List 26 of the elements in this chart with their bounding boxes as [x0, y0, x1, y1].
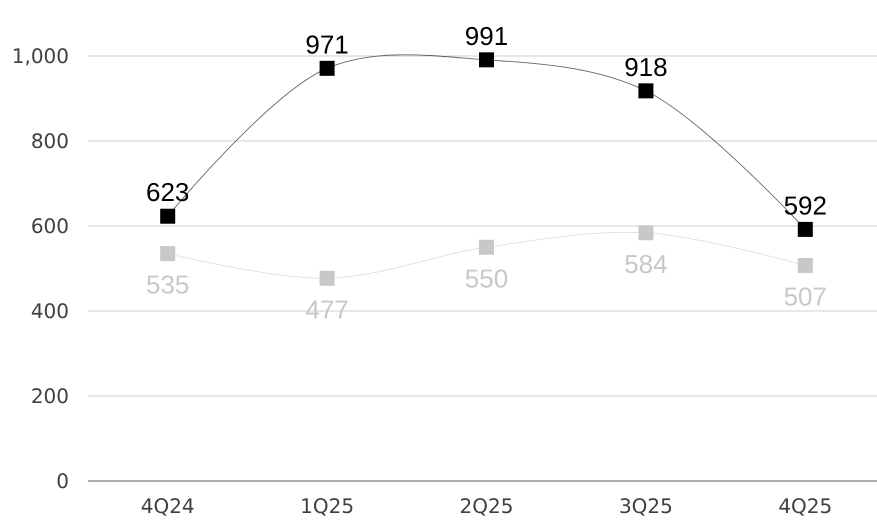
x-tick-label: 4Q25 [778, 494, 832, 518]
x-tick-label: 2Q25 [460, 494, 514, 518]
y-tick-label: 0 [56, 469, 69, 493]
x-tick-label: 3Q25 [618, 494, 673, 518]
point [160, 208, 176, 224]
data-label: 918 [624, 52, 668, 82]
y-tick-label: 200 [30, 384, 69, 408]
data-label: 592 [784, 190, 827, 220]
data-label: 971 [305, 29, 349, 60]
point [638, 83, 654, 98]
point [479, 240, 494, 255]
data-label: 991 [464, 20, 508, 51]
data-label: 623 [146, 177, 190, 208]
x-tick-label: 1Q25 [300, 494, 354, 518]
y-tick-label: 800 [30, 129, 69, 153]
point [798, 258, 813, 274]
y-tick-label: 1,000 [12, 44, 69, 68]
point [638, 225, 654, 240]
point [160, 246, 176, 262]
point [798, 222, 813, 237]
x-tick-label: 4Q24 [140, 494, 195, 518]
point [320, 60, 335, 76]
point [320, 270, 335, 286]
y-tick-label: 600 [30, 214, 69, 238]
y-tick-label: 400 [30, 299, 69, 323]
point [479, 52, 494, 68]
